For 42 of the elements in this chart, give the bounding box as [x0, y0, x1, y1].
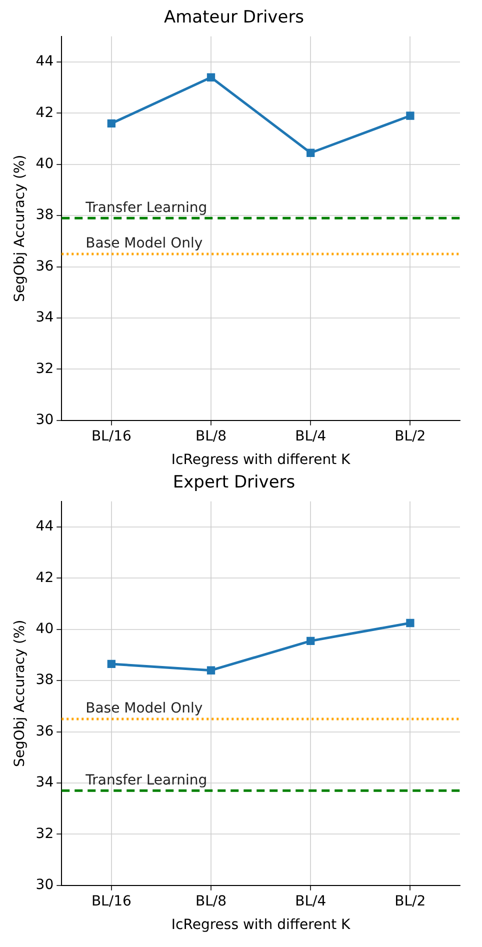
x-tick-label: BL/8 — [195, 893, 227, 910]
y-tick-label: 44 — [36, 54, 54, 70]
y-tick-label: 36 — [36, 723, 54, 740]
x-tick-label: BL/4 — [295, 893, 326, 910]
y-tick-label: 32 — [36, 826, 54, 842]
y-tick-label: 40 — [36, 156, 54, 172]
x-tick-label: BL/16 — [91, 428, 132, 444]
y-axis-title: SegObj Accuracy (%) — [12, 620, 28, 768]
y-tick-label: 42 — [36, 104, 54, 121]
x-axis-title: IcRegress with different K — [171, 917, 352, 934]
point — [206, 666, 216, 674]
ref-line-label: Base Model Only — [86, 700, 203, 717]
point — [306, 148, 315, 157]
x-tick-label: BL/8 — [195, 428, 227, 444]
y-tick-label: 32 — [36, 360, 54, 377]
y-tick-label: 36 — [36, 258, 54, 274]
y-tick-label: 38 — [36, 672, 54, 688]
y-tick-label: 44 — [36, 518, 54, 535]
y-tick-label: 30 — [36, 877, 54, 894]
point — [406, 112, 414, 120]
y-tick-label: 40 — [36, 621, 54, 638]
y-tick-label: 42 — [36, 570, 54, 586]
point — [306, 636, 315, 645]
ref-line-label: Transfer Learning — [84, 200, 208, 216]
y-tick-label: 34 — [36, 310, 54, 326]
chart-title: Expert Drivers — [172, 472, 296, 493]
point — [406, 618, 414, 628]
x-tick-label: BL/4 — [295, 428, 326, 444]
ref-line-label: Base Model Only — [86, 236, 203, 252]
point — [107, 660, 116, 668]
y-tick-label: 30 — [36, 412, 54, 428]
x-tick-label: BL/16 — [91, 893, 132, 910]
x-tick-label: BL/2 — [394, 893, 426, 910]
chart-title: Amateur Drivers — [164, 8, 304, 28]
y-axis-title: SegObj Accuracy (%) — [12, 154, 28, 302]
x-axis-title: IcRegress with different K — [171, 452, 352, 468]
y-tick-label: 34 — [36, 774, 54, 791]
y-tick-label: 38 — [36, 207, 54, 224]
point — [107, 119, 116, 128]
ref-line-label: Transfer Learning — [84, 772, 208, 788]
x-tick-label: BL/2 — [394, 428, 426, 444]
point — [206, 73, 216, 82]
